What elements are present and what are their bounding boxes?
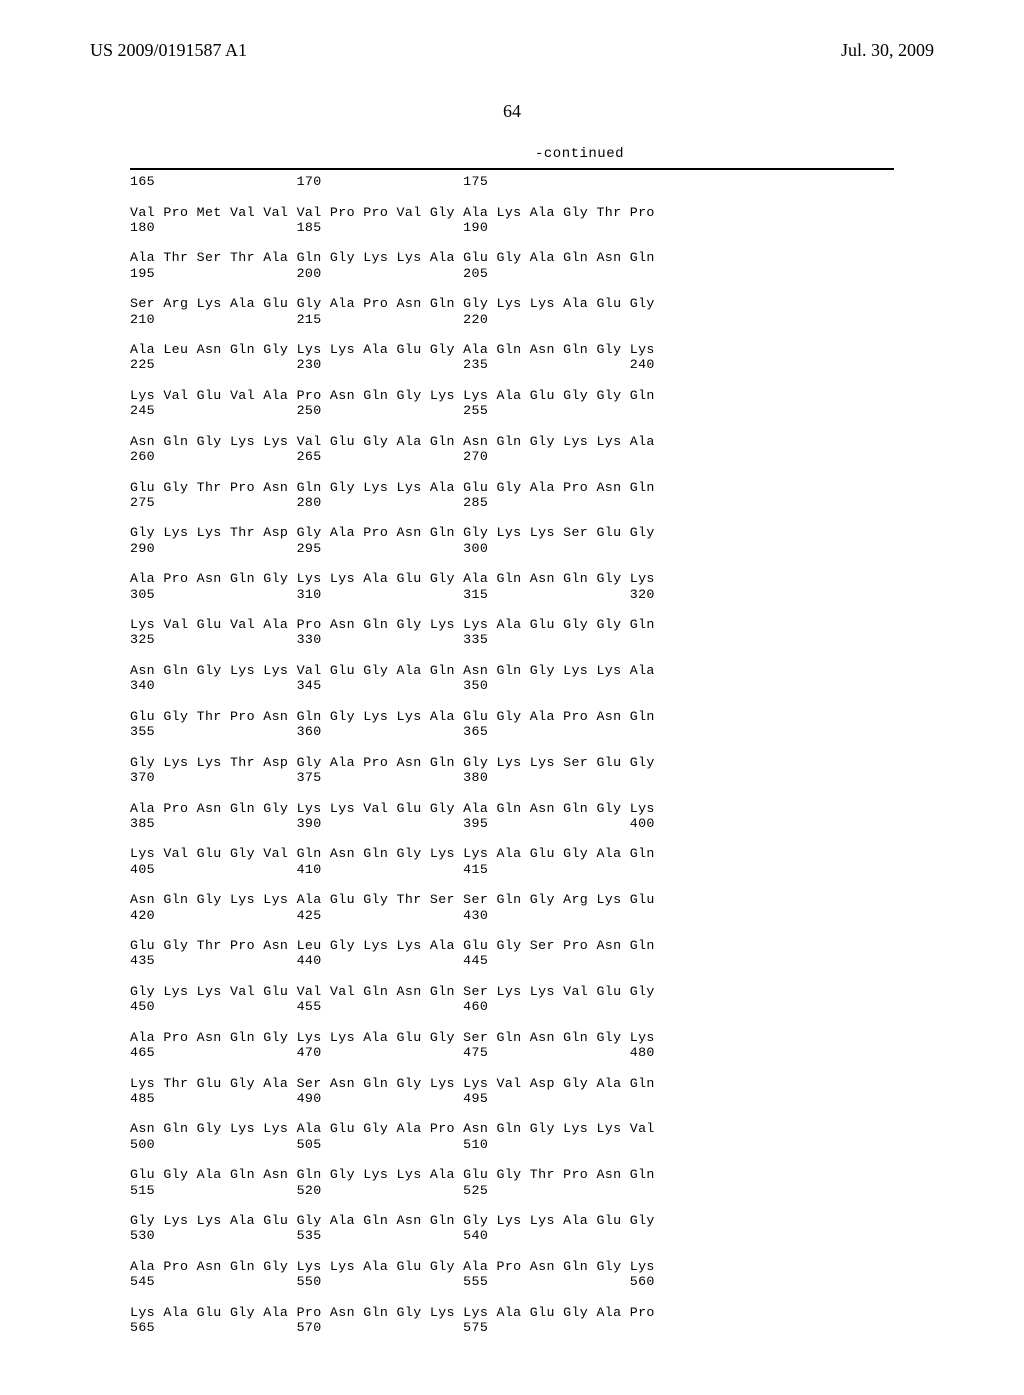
patent-date: Jul. 30, 2009 <box>841 40 934 61</box>
page-number: 64 <box>90 101 934 122</box>
sequence-block: 165 170 175 Val Pro Met Val Val Val Pro … <box>130 168 894 1335</box>
continued-label: -continued <box>130 146 894 162</box>
sequence-listing: 165 170 175 Val Pro Met Val Val Val Pro … <box>130 174 894 1335</box>
page: US 2009/0191587 A1 Jul. 30, 2009 64 -con… <box>0 0 1024 1395</box>
patent-number: US 2009/0191587 A1 <box>90 40 247 61</box>
header-row: US 2009/0191587 A1 Jul. 30, 2009 <box>90 40 934 61</box>
continued-wrap: -continued <box>130 146 894 162</box>
